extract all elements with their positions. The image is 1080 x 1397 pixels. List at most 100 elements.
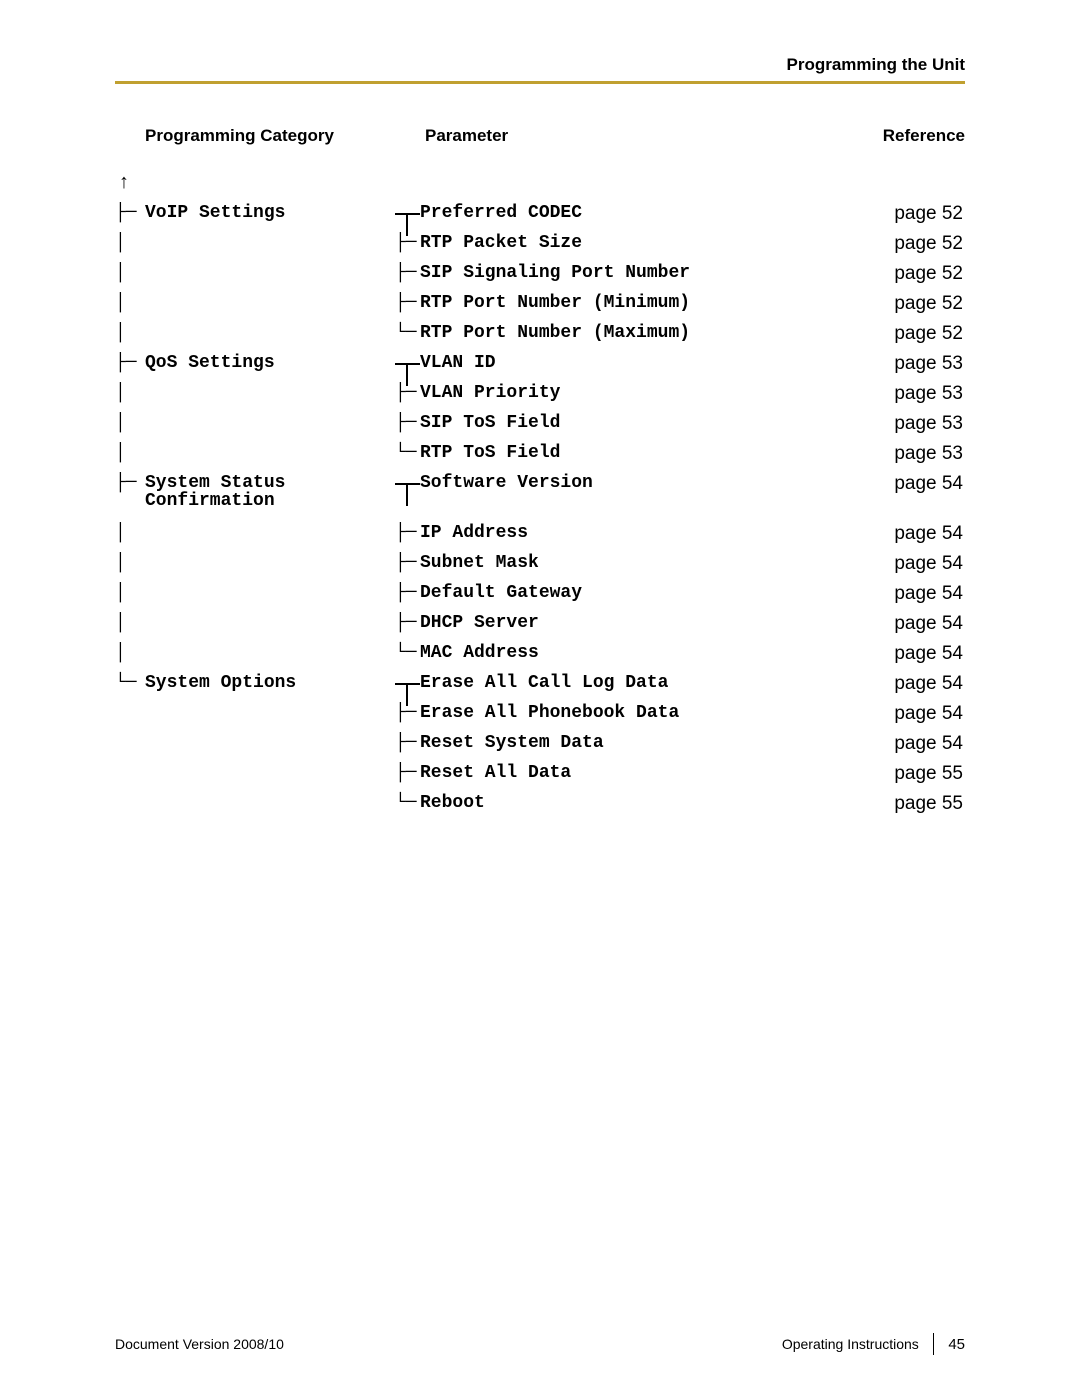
footer-right: Operating Instructions 45 — [782, 1333, 965, 1355]
parameter-label: Reboot — [420, 794, 485, 812]
category-cell: │ — [115, 614, 395, 632]
category-cell: │ — [115, 524, 395, 542]
tree-glyph: ├─ — [395, 704, 420, 722]
table-row: │└─ RTP ToS Fieldpage 53 — [115, 444, 965, 474]
reference-cell: page 54 — [765, 554, 965, 573]
parameter-cell: ├─ SIP Signaling Port Number — [395, 264, 765, 282]
category-cell: │ — [115, 294, 395, 312]
tree-glyph: ├─ — [395, 614, 420, 632]
tree-glyph: │ — [115, 444, 145, 462]
parameter-label: Erase All Phonebook Data — [420, 704, 679, 722]
table-row: │└─ MAC Addresspage 54 — [115, 644, 965, 674]
table-header-row: Programming Category Parameter Reference — [115, 126, 965, 146]
table-row: ├─ Reset System Data page 54 — [115, 734, 965, 764]
tree-connector-icon — [395, 204, 420, 224]
table-row: │├─ VLAN Prioritypage 53 — [115, 384, 965, 414]
page-footer: Document Version 2008/10 Operating Instr… — [115, 1333, 965, 1355]
tree-glyph: └─ — [395, 644, 420, 662]
parameter-label: Reset System Data — [420, 734, 604, 752]
parameter-label: RTP Packet Size — [420, 234, 582, 252]
tree-glyph: │ — [115, 234, 145, 252]
parameter-label: VLAN ID — [420, 354, 496, 372]
category-label: QoS Settings — [145, 354, 275, 372]
tree-glyph: ├─ — [115, 354, 145, 372]
category-cell: ├─System StatusConfirmation — [115, 474, 395, 510]
tree-glyph: ├─ — [395, 584, 420, 602]
category-cell: │ — [115, 554, 395, 572]
table-row: └─ Reboot page 55 — [115, 794, 965, 824]
category-cell: │ — [115, 264, 395, 282]
parameter-cell: ├─ DHCP Server — [395, 614, 765, 632]
parameter-label: Erase All Call Log Data — [420, 674, 668, 692]
section-header: Programming the Unit — [115, 55, 965, 75]
footer-separator — [933, 1333, 935, 1355]
tree-glyph: ├─ — [395, 414, 420, 432]
tree-glyph: └─ — [395, 324, 420, 342]
parameter-cell: VLAN ID — [395, 354, 765, 374]
reference-cell: page 54 — [765, 474, 965, 493]
reference-cell: page 54 — [765, 584, 965, 603]
table-row: │├─ RTP Packet Sizepage 52 — [115, 234, 965, 264]
parameter-label: VLAN Priority — [420, 384, 560, 402]
reference-cell: page 54 — [765, 674, 965, 693]
parameter-cell: ├─ Reset All Data — [395, 764, 765, 782]
tree-glyph: ├─ — [395, 234, 420, 252]
parameter-label: IP Address — [420, 524, 528, 542]
parameter-label: SIP Signaling Port Number — [420, 264, 690, 282]
parameter-cell: Preferred CODEC — [395, 204, 765, 224]
table-row: └─System Options Erase All Call Log Data… — [115, 674, 965, 704]
table-row: ├─ Reset All Datapage 55 — [115, 764, 965, 794]
table-row: ├─QoS Settings VLAN IDpage 53 — [115, 354, 965, 384]
tree-connector-icon — [395, 674, 420, 694]
tree-table: ↑ ├─VoIP Settings Preferred CODEC page 52… — [115, 174, 965, 824]
tree-glyph: ├─ — [395, 734, 420, 752]
parameter-label: Default Gateway — [420, 584, 582, 602]
parameter-label: Subnet Mask — [420, 554, 539, 572]
reference-cell: page 53 — [765, 414, 965, 433]
parameter-cell: └─ RTP Port Number (Maximum) — [395, 324, 765, 342]
footer-doc-title: Operating Instructions — [782, 1336, 919, 1352]
tree-connector-icon — [395, 474, 420, 494]
table-row: ├─VoIP Settings Preferred CODEC page 52 — [115, 204, 965, 234]
category-cell: │ — [115, 324, 395, 342]
tree-glyph: ├─ — [395, 294, 420, 312]
tree-glyph: ├─ — [395, 384, 420, 402]
table-row: │├─ SIP ToS Fieldpage 53 — [115, 414, 965, 444]
reference-cell: page 54 — [765, 734, 965, 753]
tree-glyph: │ — [115, 644, 145, 662]
reference-cell: page 53 — [765, 444, 965, 463]
reference-cell: page 52 — [765, 204, 965, 223]
table-row: │├─ Default Gatewaypage 54 — [115, 584, 965, 614]
header-reference: Reference — [785, 126, 965, 146]
category-cell: ├─VoIP Settings — [115, 204, 395, 222]
reference-cell: page 55 — [765, 794, 965, 813]
tree-glyph: ├─ — [115, 204, 145, 222]
parameter-label: DHCP Server — [420, 614, 539, 632]
footer-page-number: 45 — [948, 1336, 965, 1353]
tree-glyph: └─ — [115, 674, 145, 692]
tree-glyph: │ — [115, 294, 145, 312]
tree-glyph: │ — [115, 384, 145, 402]
tree-glyph: │ — [115, 554, 145, 572]
continuation-arrow: ↑ — [115, 174, 965, 204]
reference-cell: page 52 — [765, 264, 965, 283]
parameter-label: Preferred CODEC — [420, 204, 582, 222]
table-row: │├─ DHCP Serverpage 54 — [115, 614, 965, 644]
tree-glyph: ├─ — [395, 764, 420, 782]
parameter-label: Reset All Data — [420, 764, 571, 782]
tree-glyph: ├─ — [395, 524, 420, 542]
parameter-cell: └─ MAC Address — [395, 644, 765, 662]
parameter-cell: ├─ Subnet Mask — [395, 554, 765, 572]
parameter-label: SIP ToS Field — [420, 414, 560, 432]
tree-glyph: │ — [115, 614, 145, 632]
parameter-cell: ├─ RTP Packet Size — [395, 234, 765, 252]
parameter-label: Software Version — [420, 474, 593, 492]
parameter-cell: ├─ IP Address — [395, 524, 765, 542]
header-category: Programming Category — [145, 126, 425, 146]
category-cell: └─System Options — [115, 674, 395, 692]
reference-cell: page 54 — [765, 524, 965, 543]
tree-glyph: └─ — [395, 794, 420, 812]
category-label: System Options — [145, 674, 296, 692]
parameter-cell: ├─ RTP Port Number (Minimum) — [395, 294, 765, 312]
reference-cell: page 52 — [765, 324, 965, 343]
